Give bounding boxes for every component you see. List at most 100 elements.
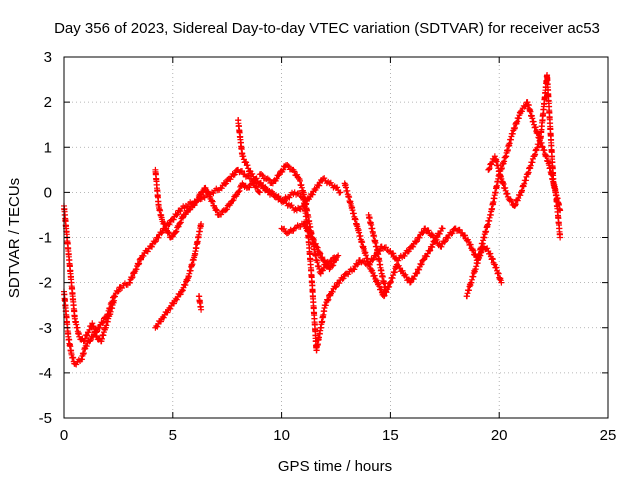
data-point <box>439 225 446 232</box>
data-trail <box>370 232 380 253</box>
data-trail <box>531 135 543 159</box>
data-point <box>306 229 313 236</box>
chart-title: Day 356 of 2023, Sidereal Day-to-day VTE… <box>54 20 600 37</box>
data-trail <box>314 177 325 189</box>
data-point <box>557 234 564 241</box>
data-trail <box>144 243 153 255</box>
data-point <box>317 270 324 277</box>
data-trail <box>300 189 311 218</box>
data-trail <box>524 101 537 125</box>
series-track-9 <box>341 180 446 300</box>
data-trail <box>394 262 406 275</box>
data-point <box>313 243 320 250</box>
data-point <box>198 306 205 313</box>
data-trail <box>388 250 399 262</box>
data-trail <box>65 336 75 357</box>
data-point <box>557 207 564 214</box>
data-trail <box>334 184 343 196</box>
data-trail <box>240 153 250 166</box>
series-track-12 <box>485 72 564 214</box>
data-trail <box>525 153 537 177</box>
y-tick-label: 3 <box>44 49 52 66</box>
data-trail <box>551 182 563 213</box>
data-trail <box>481 211 494 241</box>
data-trail <box>309 282 320 351</box>
data-trail <box>498 178 511 197</box>
data-trail <box>181 207 190 218</box>
data-trail <box>460 232 471 244</box>
data-trail <box>368 267 380 285</box>
data-trail <box>509 109 524 137</box>
series-track-4 <box>152 220 205 331</box>
data-trail <box>133 254 145 273</box>
data-trail <box>152 168 162 208</box>
y-tick-label: -4 <box>39 365 52 382</box>
data-trail <box>190 198 199 209</box>
data-trail <box>270 172 282 184</box>
data-trail <box>194 191 204 204</box>
x-tick-label: 10 <box>273 427 290 444</box>
data-trail <box>307 231 319 248</box>
data-trail <box>235 117 246 157</box>
axis-ticks: 0 5 10 15 20 25 -5 -4 -3 -2 -1 0 1 2 3 <box>39 49 617 444</box>
data-trail <box>140 247 149 259</box>
data-trail <box>249 170 258 183</box>
data-trail <box>375 280 387 298</box>
x-tick-label: 25 <box>600 427 617 444</box>
data-point <box>256 189 263 196</box>
data-trail <box>166 299 177 312</box>
data-trail <box>172 290 184 303</box>
data-trail <box>540 146 552 167</box>
data-trail <box>366 214 376 235</box>
data-trail <box>361 249 374 272</box>
series-track-3 <box>152 166 263 241</box>
data-trail <box>159 309 171 321</box>
data-trail <box>544 74 557 186</box>
data-trail <box>374 250 385 274</box>
data-trail <box>253 175 262 187</box>
data-trail <box>318 302 328 331</box>
data-trail <box>229 191 241 204</box>
data-trail <box>244 162 254 175</box>
data-point <box>426 248 433 255</box>
series-track-5 <box>195 293 205 313</box>
x-tick-label: 15 <box>382 427 399 444</box>
data-trail <box>320 258 332 270</box>
data-trail <box>240 182 249 190</box>
data-trail <box>177 213 186 226</box>
x-tick-label: 5 <box>169 427 177 444</box>
data-trail <box>401 271 413 284</box>
data-points <box>61 72 564 368</box>
data-trail <box>210 185 223 197</box>
x-tick-label: 0 <box>60 427 68 444</box>
data-trail <box>492 264 504 284</box>
y-tick-label: -2 <box>39 275 52 292</box>
data-trail <box>323 258 334 267</box>
y-tick-label: 2 <box>44 94 52 111</box>
data-trail <box>348 204 361 230</box>
data-trail <box>185 254 198 280</box>
data-point <box>111 297 118 304</box>
data-trail <box>126 268 139 286</box>
data-trail <box>186 203 195 213</box>
data-trail <box>518 171 530 195</box>
data-trail <box>355 227 367 252</box>
data-trail <box>286 226 297 235</box>
data-trail <box>77 335 86 343</box>
data-trail <box>423 227 436 239</box>
data-point <box>335 252 342 259</box>
data-trail <box>487 172 502 218</box>
data-trail <box>81 332 91 345</box>
data-trail <box>342 181 354 207</box>
data-trail <box>119 280 131 291</box>
data-point <box>285 229 292 236</box>
data-trail <box>307 186 319 198</box>
data-trail <box>492 155 504 181</box>
data-trail <box>482 245 491 253</box>
data-point <box>333 257 339 264</box>
data-point <box>498 279 505 286</box>
data-point <box>198 220 205 227</box>
data-trail <box>503 130 515 160</box>
